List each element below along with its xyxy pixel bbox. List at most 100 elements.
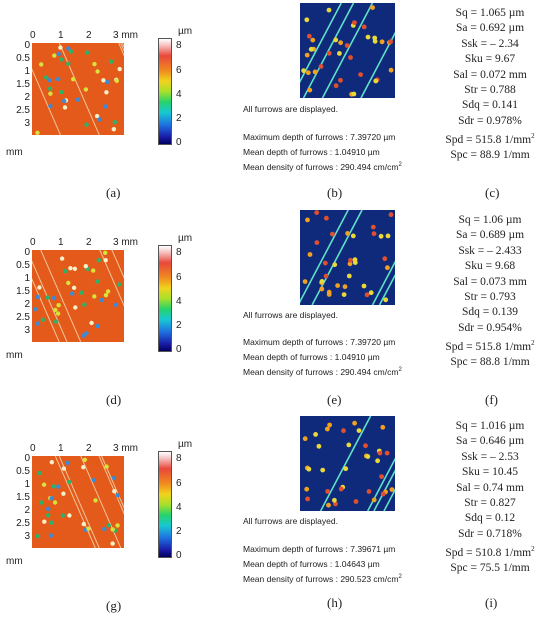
param-sdr: Sdr = 0.718% [458, 527, 522, 540]
pit-mark [333, 83, 339, 89]
y-tick: 1.5 [16, 79, 30, 90]
pit-mark [366, 489, 372, 494]
colorbar-tick: 6 [176, 65, 182, 76]
pit-mark [305, 217, 310, 223]
colorbar-unit: µm [178, 439, 193, 450]
furrow-header: All furrows are displayed. [243, 104, 338, 114]
y-tick: 0 [24, 453, 30, 464]
pit-mark [56, 77, 61, 82]
furrow-line [319, 416, 372, 511]
pit-mark [56, 51, 61, 57]
x-tick: 1 [58, 30, 64, 41]
colorbar-tick: 8 [176, 247, 182, 258]
y-tick: 1 [24, 273, 30, 284]
pit-mark [73, 305, 78, 310]
pit-mark [103, 250, 108, 255]
pit-mark [42, 519, 47, 524]
param-spc: Spc = 88.9 1/mm [450, 149, 530, 162]
colorbar-tick: 4 [176, 502, 182, 513]
colorbar-tick: 2 [176, 113, 182, 124]
pit-mark [113, 302, 119, 308]
pit-mark [351, 91, 357, 97]
height-map-image [32, 250, 124, 342]
pit-mark [33, 307, 38, 312]
pit-mark [66, 479, 72, 485]
pit-mark [66, 46, 71, 51]
pit-mark [365, 454, 371, 459]
param-ssk: Ssk = – 2.34 [461, 37, 519, 50]
pit-mark [371, 231, 377, 237]
furrow-image [300, 210, 395, 305]
pit-mark [372, 35, 378, 41]
pit-mark [91, 477, 97, 483]
panel-label: (b) [327, 185, 343, 200]
panel-label: (d) [106, 392, 122, 407]
furrow-line [302, 3, 355, 98]
pit-mark [353, 499, 359, 504]
x-tick: 1 [58, 237, 64, 248]
pit-mark [93, 498, 98, 503]
pit-mark [363, 443, 368, 449]
pit-mark [385, 265, 390, 271]
furrow-image [300, 416, 395, 511]
x-tick: 2 [86, 443, 92, 454]
pit-mark [82, 457, 88, 462]
pit-mark [364, 292, 370, 298]
param-sal: Sal = 0.073 mm [453, 275, 527, 288]
scratch-line [99, 250, 124, 307]
param-sq: Sq = 1.06 µm [458, 214, 522, 226]
colorbar-tick: 2 [176, 526, 182, 537]
panel-label: (c) [485, 185, 500, 200]
mean-depth: Mean depth of furrows : 1.04910 µm [243, 352, 380, 362]
pit-mark [116, 282, 122, 287]
panel-label: (a) [106, 185, 121, 200]
y-tick: 1.5 [16, 286, 30, 297]
height-map-image [32, 43, 124, 135]
pit-mark [379, 39, 385, 45]
furrow-panel: All furrows are displayed. Maximum depth… [230, 207, 430, 407]
param-str: Str = 0.793 [464, 291, 516, 304]
param-ssk: Ssk = – 2.53 [461, 450, 519, 463]
figure-row: 0 1 2 3 mm 0 0.5 1 1.5 2 2.5 3 mm µm 8 6… [0, 413, 550, 618]
pit-mark [344, 43, 350, 48]
pit-mark [47, 86, 53, 91]
pit-mark [301, 68, 306, 74]
pit-mark [49, 520, 54, 525]
pit-mark [111, 475, 117, 481]
pit-mark [388, 212, 394, 218]
pit-mark [99, 297, 105, 303]
scratch-line [54, 456, 96, 548]
pit-mark [314, 240, 320, 245]
scratch-line [111, 250, 124, 279]
pit-mark [62, 269, 68, 274]
pit-mark [56, 484, 61, 489]
pit-mark [324, 215, 329, 221]
x-tick: 2 [86, 237, 92, 248]
mean-depth: Mean depth of furrows : 1.04910 µm [243, 147, 380, 157]
pit-mark [305, 496, 310, 502]
param-sq: Sq = 1.016 µm [455, 420, 525, 432]
param-sa: Sa = 0.692 µm [455, 22, 525, 35]
max-depth: Maximum depth of furrows : 7.39671 µm [243, 544, 396, 554]
pit-mark [305, 70, 311, 76]
y-tick: 0.5 [16, 260, 30, 271]
param-sa: Sa = 0.689 µm [455, 229, 525, 242]
pit-mark [81, 465, 86, 470]
pit-mark [45, 295, 50, 300]
pit-mark [83, 264, 88, 269]
pit-mark [383, 297, 389, 303]
pit-mark [314, 210, 320, 215]
param-sdq: Sdq = 0.139 [461, 306, 518, 319]
pit-mark [92, 294, 97, 299]
pit-mark [319, 286, 325, 292]
height-map-panel: 0 1 2 3 mm 0 0.5 1 1.5 2 2.5 3 mm µm 8 6… [0, 207, 230, 407]
pit-mark [41, 482, 47, 487]
pit-mark [326, 292, 332, 297]
pit-mark [322, 260, 328, 266]
pit-mark [35, 533, 40, 539]
y-tick: 0 [24, 247, 30, 258]
panel-label: (f) [485, 392, 498, 407]
pit-mark [103, 258, 108, 263]
y-tick: 2.5 [16, 312, 30, 323]
pit-mark [330, 231, 335, 237]
